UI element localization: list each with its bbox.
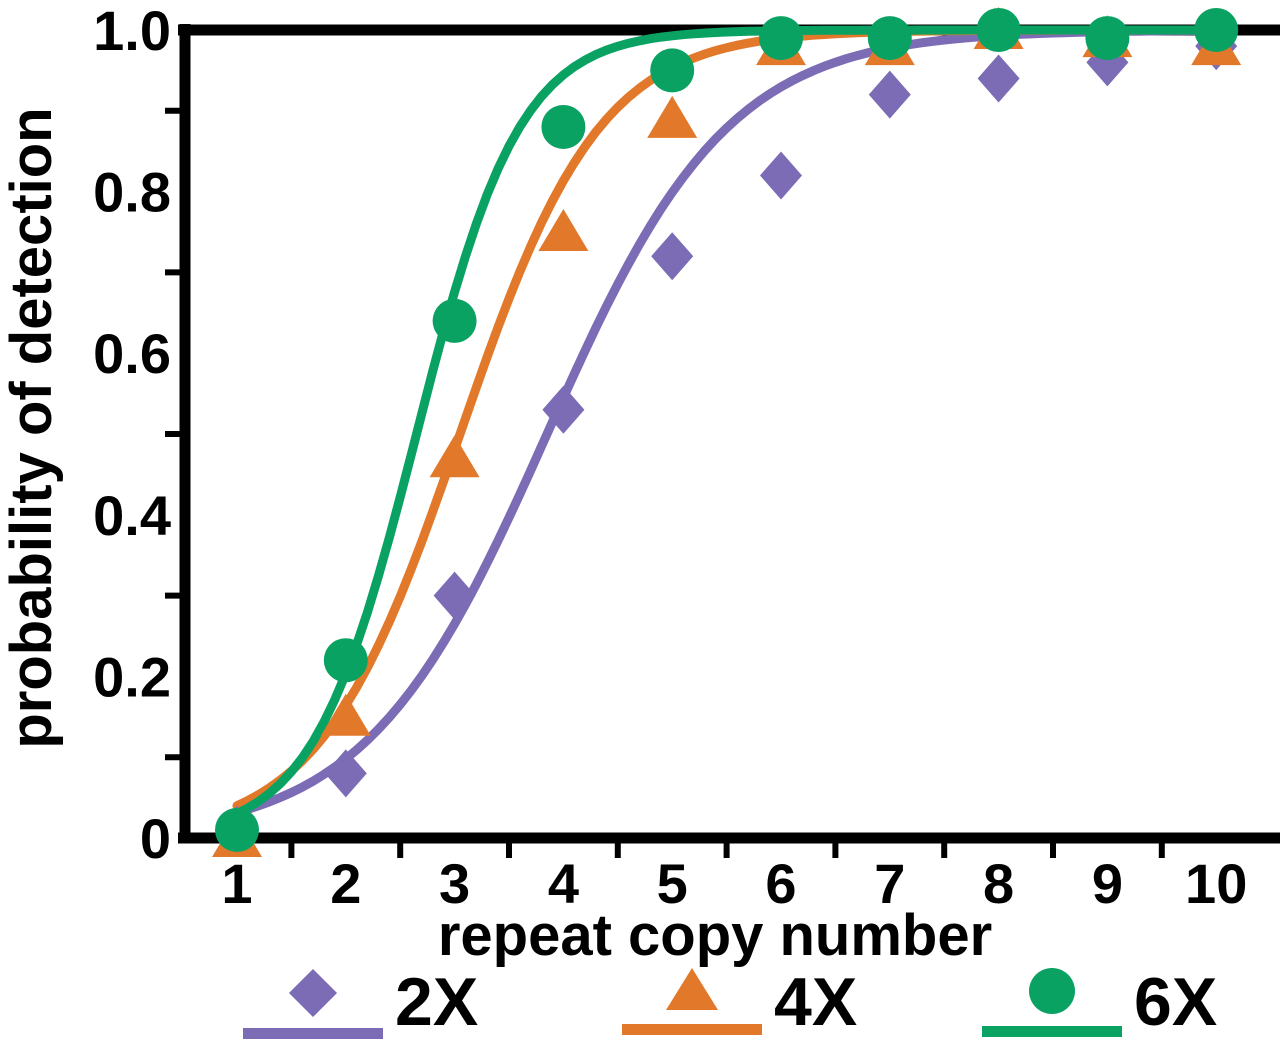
x-tick-label: 1 (221, 852, 252, 915)
legend-label-2x: 2X (395, 964, 479, 1040)
legend-item-2x: 2X (243, 968, 478, 1039)
data-point-triangle-4X (538, 209, 589, 251)
data-point-diamond-2X (542, 385, 585, 434)
fit-curve-4X (232, 25, 1221, 811)
x-tick-label: 10 (1185, 852, 1247, 915)
circle-marker-icon (1029, 968, 1075, 1014)
x-tick-label: 9 (1092, 852, 1123, 915)
data-point-triangle-4X (647, 95, 698, 138)
legend-line-2x (243, 1028, 383, 1039)
data-point-circle-6X (215, 807, 259, 852)
legend-line-6x (982, 1026, 1122, 1037)
x-tick-label: 4 (548, 852, 579, 915)
data-point-circle-6X (650, 48, 695, 93)
data-point-triangle-4X (320, 693, 371, 736)
data-point-circle-6X (1194, 8, 1239, 52)
data-point-circle-6X (867, 16, 912, 61)
y-tick-label: 1.0 (93, 0, 171, 62)
data-point-circle-6X (323, 638, 368, 683)
y-tick-label: 0 (140, 807, 171, 870)
data-point-circle-6X (432, 298, 477, 343)
data-point-diamond-2X (760, 151, 802, 200)
legend-line-4x (622, 1024, 762, 1035)
plot-area: 1 2 3 4 5 6 7 8 9 10 0 0.2 0.4 0.6 0.8 1.0 (93, 0, 1280, 915)
y-tick-label: 0.6 (93, 322, 171, 385)
data-point-circle-6X (1085, 16, 1130, 61)
legend-label-6x: 6X (1134, 964, 1218, 1040)
legend-item-6x: 6X (982, 968, 1217, 1037)
y-tick-label: 0.2 (93, 645, 171, 708)
legend-item-4x: 4X (622, 968, 857, 1036)
y-tick-label: 0.8 (93, 161, 171, 224)
data-point-circle-6X (541, 104, 586, 149)
legend-symbol-4x (622, 968, 762, 1035)
data-point-diamond-2X (868, 70, 911, 119)
y-tick-label: 0.4 (93, 484, 171, 547)
x-tick-label: 6 (765, 852, 796, 915)
x-tick-label: 7 (874, 852, 905, 915)
x-tick-label: 5 (657, 852, 688, 915)
y-axis-label: probability of detection (0, 107, 64, 749)
x-axis-label: repeat copy number (437, 903, 993, 968)
x-tick-label: 8 (983, 852, 1014, 915)
diamond-marker-icon (288, 968, 338, 1018)
fit-curve-6X (232, 25, 1221, 818)
legend-label-4x: 4X (774, 964, 858, 1040)
triangle-marker-icon (666, 968, 718, 1010)
data-point-triangle-4X (429, 435, 480, 478)
data-point-diamond-2X (651, 232, 694, 281)
x-tick-label: 2 (330, 852, 361, 915)
x-tick-label: 3 (439, 852, 470, 915)
data-point-circle-6X (976, 8, 1021, 52)
data-point-diamond-2X (433, 571, 476, 620)
fit-curve-2X (232, 26, 1221, 817)
legend-symbol-6x (982, 968, 1122, 1037)
data-point-circle-6X (759, 16, 803, 61)
data-point-diamond-2X (977, 54, 1020, 103)
data-point-diamond-2X (324, 749, 367, 798)
legend-symbol-2x (243, 968, 383, 1039)
